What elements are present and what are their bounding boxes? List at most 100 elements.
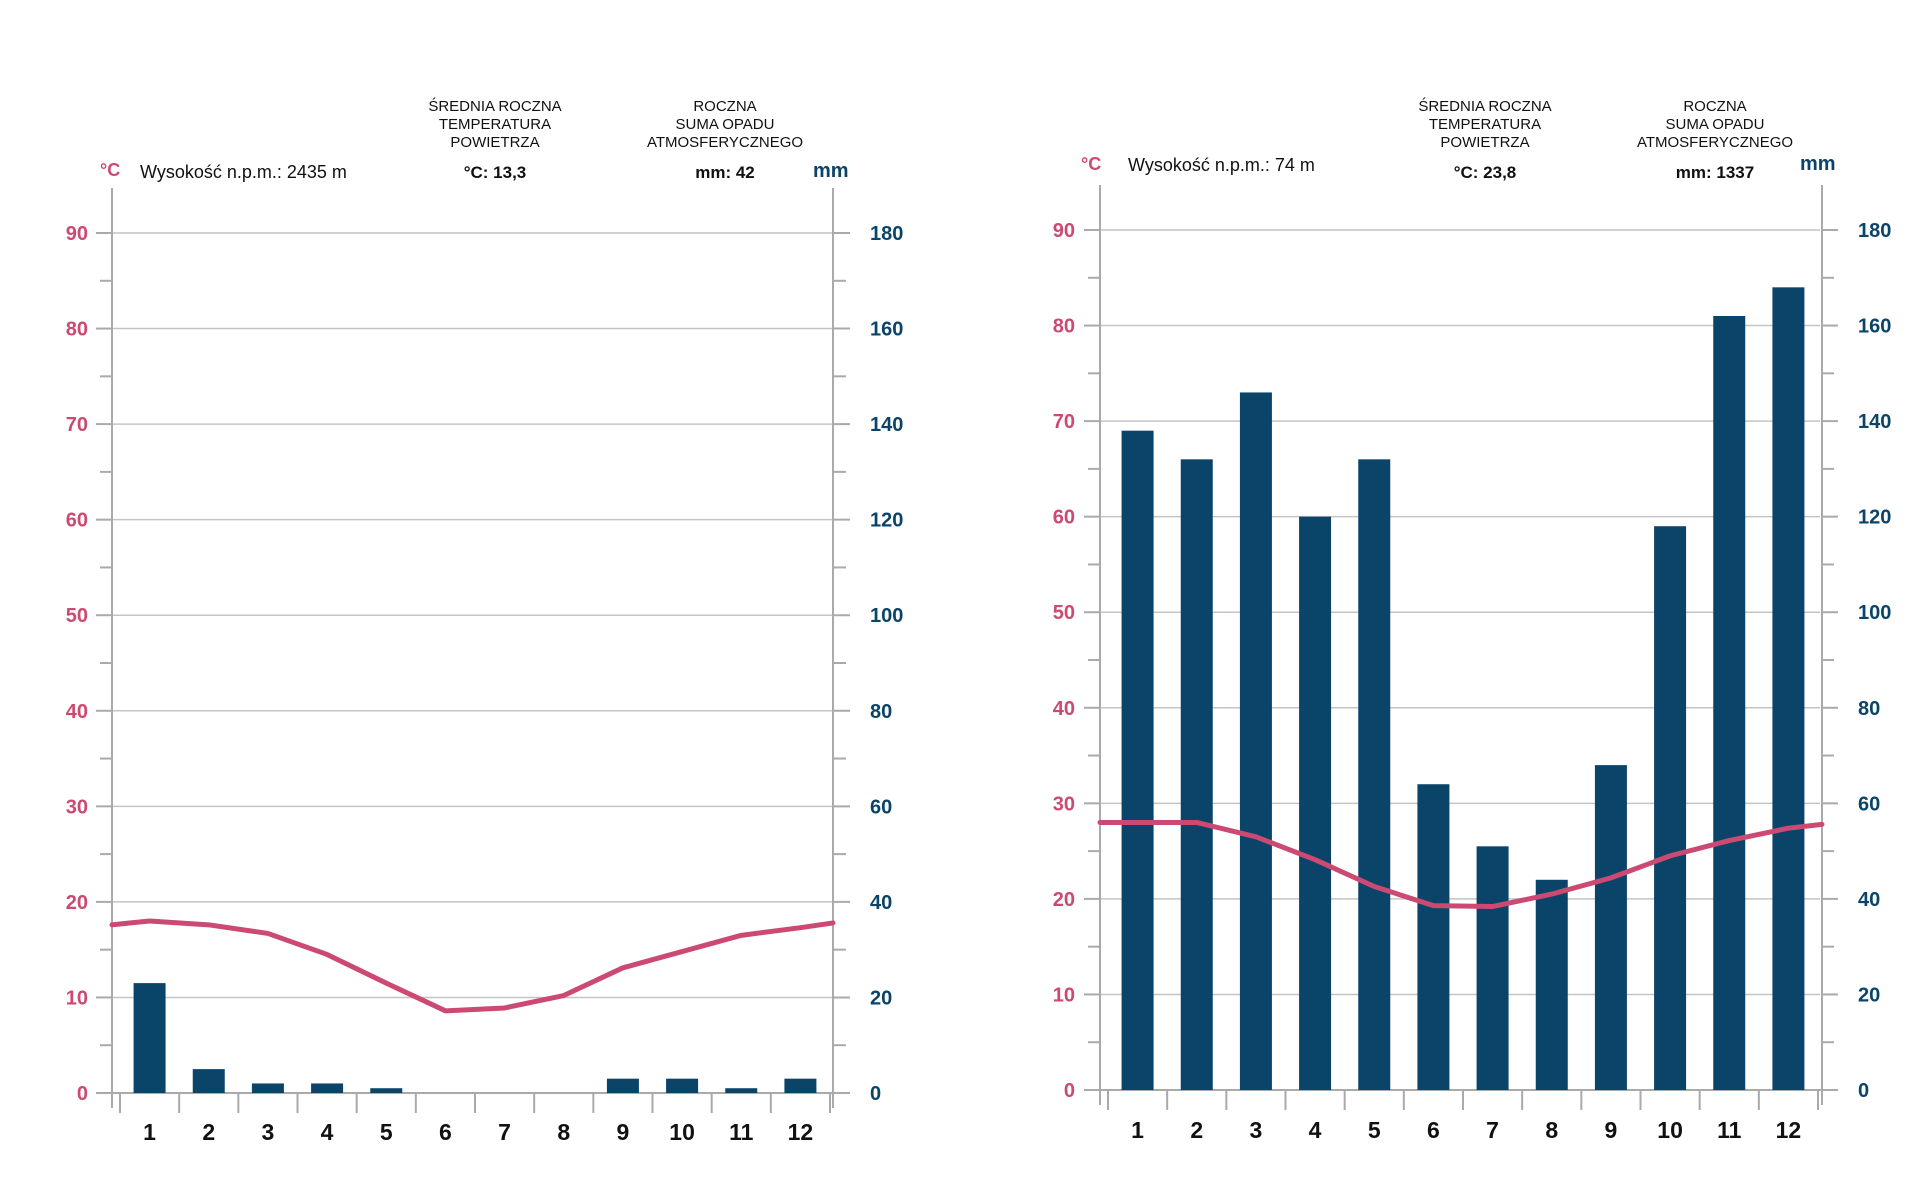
left-tick-label: 70 bbox=[66, 414, 88, 436]
precipitation-bar bbox=[1121, 430, 1154, 1091]
temp-header-line-3: POWIETRZA bbox=[1440, 134, 1530, 151]
right-tick-label: 80 bbox=[1858, 698, 1880, 720]
month-label: 4 bbox=[321, 1119, 334, 1145]
precipitation-bar bbox=[1299, 516, 1332, 1090]
right-tick-label: 20 bbox=[1858, 984, 1880, 1006]
left-tick-label: 0 bbox=[1064, 1080, 1075, 1102]
temp-header-line-2: TEMPERATURA bbox=[1428, 116, 1542, 133]
temp-header-line-3: POWIETRZA bbox=[450, 134, 540, 151]
climate-chart-2: °C Wysokość n.p.m.: 74 m ŚREDNIA ROCZNA … bbox=[990, 0, 1920, 1177]
precipitation-bar bbox=[311, 1083, 344, 1093]
precipitation-bar bbox=[1239, 392, 1272, 1090]
precipitation-bar bbox=[784, 1078, 817, 1093]
temperature-unit-label: °C bbox=[100, 160, 121, 180]
left-tick-label: 0 bbox=[77, 1083, 88, 1105]
month-label: 12 bbox=[1776, 1117, 1802, 1143]
right-tick-label: 40 bbox=[870, 892, 892, 914]
precipitation-bar bbox=[1180, 459, 1213, 1090]
right-tick-label: 180 bbox=[1858, 220, 1891, 242]
precipitation-bar bbox=[192, 1069, 225, 1093]
annual-precipitation-value: mm: 1337 bbox=[1675, 163, 1755, 182]
precipitation-bar bbox=[725, 1088, 758, 1093]
temp-header-line-1: ŚREDNIA ROCZNA bbox=[1418, 98, 1552, 115]
right-tick-label: 140 bbox=[1858, 411, 1891, 433]
month-label: 11 bbox=[1717, 1117, 1742, 1143]
month-label: 6 bbox=[1427, 1117, 1440, 1143]
left-tick-label: 60 bbox=[1053, 507, 1075, 529]
precip-header-line-2: SUMA OPADU bbox=[1665, 116, 1765, 133]
right-tick-label: 80 bbox=[870, 701, 892, 723]
annual-precipitation-header: ROCZNA SUMA OPADU ATMOSFERYCZNEGO mm: 13… bbox=[1630, 98, 1800, 182]
precipitation-bar bbox=[1772, 287, 1805, 1090]
annual-temperature-header: ŚREDNIA ROCZNA TEMPERATURA POWIETRZA °C:… bbox=[1400, 98, 1570, 182]
right-tick-label: 20 bbox=[870, 987, 892, 1009]
month-label: 4 bbox=[1309, 1117, 1322, 1143]
annual-precipitation-header: ROCZNA SUMA OPADU ATMOSFERYCZNEGO mm: 42 bbox=[640, 98, 810, 182]
month-label: 10 bbox=[1657, 1117, 1683, 1143]
left-tick-label: 80 bbox=[1053, 316, 1075, 338]
precipitation-bar bbox=[1535, 879, 1568, 1090]
left-tick-label: 90 bbox=[66, 223, 88, 245]
annual-temperature-header: ŚREDNIA ROCZNA TEMPERATURA POWIETRZA °C:… bbox=[410, 98, 580, 182]
climate-chart-1: °C Wysokość n.p.m.: 2435 m ŚREDNIA ROCZN… bbox=[66, 98, 904, 1145]
precipitation-bar bbox=[606, 1078, 639, 1093]
temperature-line bbox=[1097, 819, 1825, 910]
left-tick-label: 30 bbox=[1053, 793, 1075, 815]
left-tick-label: 80 bbox=[66, 319, 88, 341]
annual-temperature-value: °C: 23,8 bbox=[1453, 163, 1517, 182]
month-label: 8 bbox=[557, 1119, 570, 1145]
right-tick-label: 60 bbox=[1858, 793, 1880, 815]
precipitation-bar bbox=[133, 983, 166, 1093]
precipitation-bar bbox=[251, 1083, 284, 1093]
month-label: 2 bbox=[202, 1119, 215, 1145]
right-tick-label: 0 bbox=[1858, 1080, 1869, 1102]
left-tick-label: 40 bbox=[66, 701, 88, 723]
precipitation-bar bbox=[1713, 316, 1746, 1090]
right-tick-label: 160 bbox=[870, 319, 903, 341]
right-tick-label: 0 bbox=[870, 1083, 881, 1105]
month-label: 9 bbox=[617, 1119, 630, 1145]
annual-precipitation-value: mm: 42 bbox=[695, 163, 755, 182]
month-label: 11 bbox=[729, 1119, 754, 1145]
left-tick-label: 50 bbox=[1053, 602, 1075, 624]
left-tick-label: 30 bbox=[66, 796, 88, 818]
left-tick-label: 20 bbox=[66, 892, 88, 914]
precipitation-unit-label: mm bbox=[1800, 153, 1836, 175]
right-tick-label: 40 bbox=[1858, 889, 1880, 911]
right-tick-label: 180 bbox=[870, 223, 903, 245]
left-tick-label: 90 bbox=[1053, 220, 1075, 242]
temperature-unit-label: °C bbox=[1081, 154, 1102, 174]
precipitation-bar bbox=[666, 1078, 699, 1093]
month-label: 3 bbox=[1250, 1117, 1263, 1143]
month-label: 3 bbox=[262, 1119, 275, 1145]
climate-chart-1-plot: 0 10 20 30 40 50 60 70 80 90 0 20 40 60 80 100 120 140 160… bbox=[66, 188, 903, 1145]
month-label: 1 bbox=[1131, 1117, 1144, 1143]
precipitation-bar bbox=[1358, 459, 1391, 1090]
precip-header-line-3: ATMOSFERYCZNEGO bbox=[1636, 134, 1794, 151]
precipitation-bar bbox=[1654, 526, 1687, 1090]
precipitation-bar bbox=[1476, 846, 1509, 1090]
month-label: 2 bbox=[1190, 1117, 1203, 1143]
precip-header-line-1: ROCZNA bbox=[1683, 98, 1747, 115]
precipitation-bar bbox=[1417, 784, 1450, 1090]
precipitation-bar bbox=[1594, 765, 1627, 1090]
right-tick-label: 140 bbox=[870, 414, 903, 436]
precipitation-bar bbox=[370, 1088, 403, 1093]
precip-header-line-1: ROCZNA bbox=[693, 98, 757, 115]
left-tick-label: 10 bbox=[1053, 984, 1075, 1006]
right-tick-label: 60 bbox=[870, 796, 892, 818]
month-label: 12 bbox=[788, 1119, 814, 1145]
right-tick-label: 120 bbox=[870, 510, 903, 532]
altitude-label: Wysokość n.p.m.: 2435 m bbox=[140, 162, 347, 182]
left-tick-label: 40 bbox=[1053, 698, 1075, 720]
temp-header-line-2: TEMPERATURA bbox=[438, 116, 552, 133]
right-tick-label: 100 bbox=[870, 605, 903, 627]
climate-chart-2-plot: 0 10 20 30 40 50 60 70 80 90 0 20 40 60 80 100 120 140 160… bbox=[1053, 185, 1891, 1143]
left-tick-label: 10 bbox=[66, 987, 88, 1009]
month-label: 8 bbox=[1545, 1117, 1558, 1143]
month-label: 9 bbox=[1605, 1117, 1618, 1143]
annual-temperature-value: °C: 13,3 bbox=[463, 163, 527, 182]
right-tick-label: 160 bbox=[1858, 316, 1891, 338]
month-label: 1 bbox=[143, 1119, 156, 1145]
month-label: 6 bbox=[439, 1119, 452, 1145]
